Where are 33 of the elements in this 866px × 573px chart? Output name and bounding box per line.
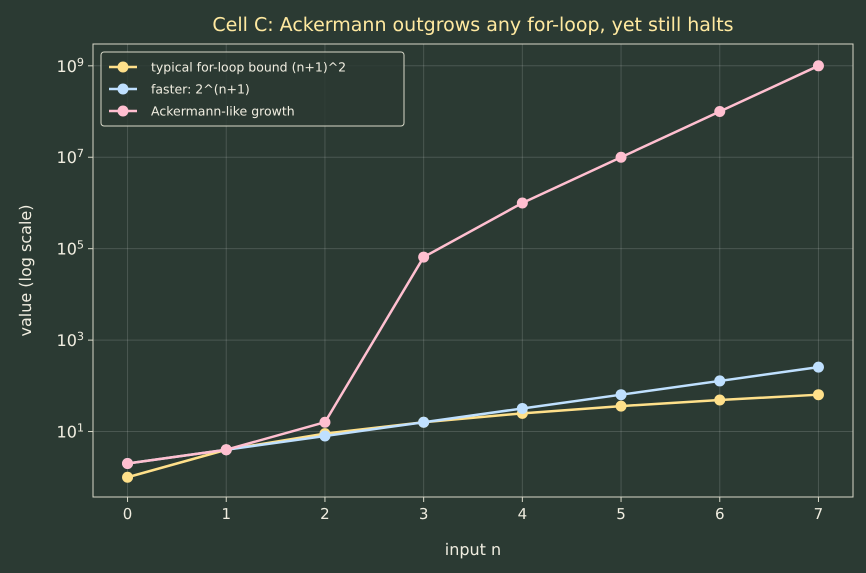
point [122, 472, 134, 483]
x-tick-label: 0 [122, 505, 132, 523]
point [616, 152, 627, 163]
chart-title: Cell C: Ackermann outgrows any for-loop, yet still halts [212, 14, 734, 36]
x-tick-label: 3 [418, 505, 428, 523]
point [516, 197, 528, 208]
point [418, 252, 430, 263]
y-tick-label: 10$^{5}$ [56, 238, 84, 259]
point [616, 400, 627, 412]
y-tick-label: 10$^{7}$ [56, 146, 84, 168]
point [714, 394, 726, 406]
y-tick-label: 10$^{1}$ [56, 421, 84, 442]
x-tick-label: 1 [221, 505, 232, 523]
legend-label: typical for-loop bound (n+1)^2 [151, 60, 346, 74]
legend-label: Ackermann-like growth [151, 104, 295, 118]
point [616, 389, 627, 400]
x-tick-label: 5 [616, 505, 626, 523]
point [812, 389, 824, 400]
legend-label: faster: 2^(n+1) [151, 82, 250, 96]
y-tick-label: 10$^{9}$ [56, 55, 84, 76]
point [812, 60, 824, 72]
point [516, 402, 528, 414]
y-axis-title: value (log scale) [16, 204, 35, 336]
x-tick-label: 7 [814, 505, 824, 523]
point [319, 416, 330, 428]
point [714, 375, 726, 386]
x-axis-title: input n [444, 540, 502, 559]
x-tick-label: 2 [320, 505, 330, 523]
point [812, 362, 824, 373]
y-tick-label: 10$^{3}$ [56, 330, 84, 350]
x-tick-label: 4 [518, 505, 528, 523]
point [714, 106, 726, 118]
x-tick-label: 6 [714, 505, 725, 523]
